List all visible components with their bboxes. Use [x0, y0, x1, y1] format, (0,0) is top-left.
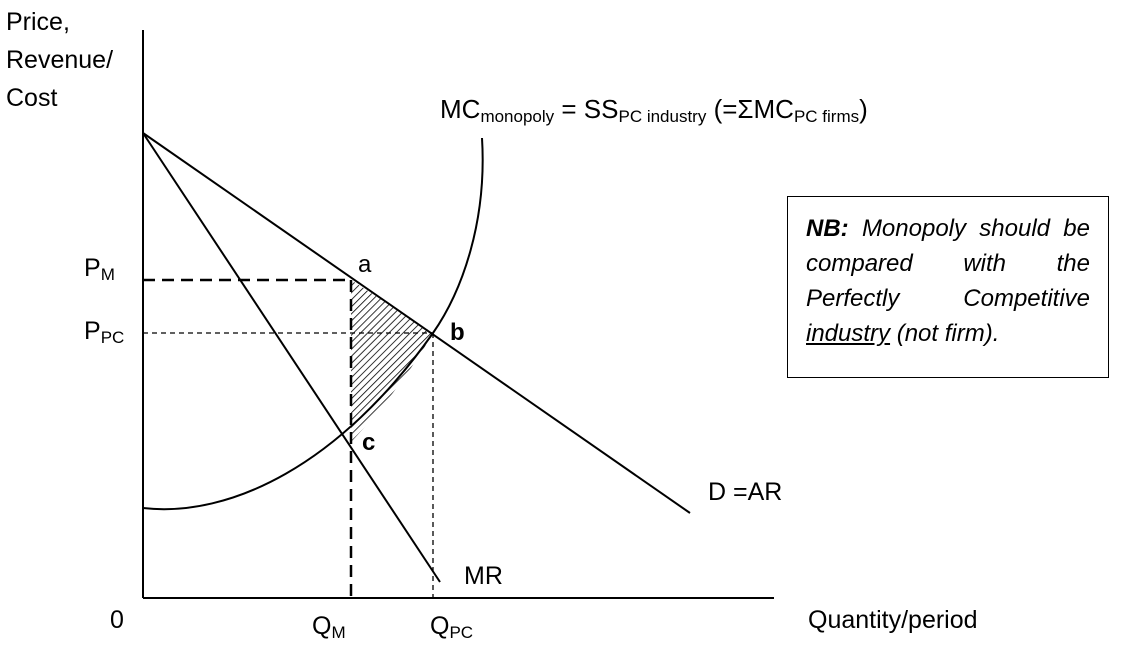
- pm-label-sub: M: [101, 265, 115, 284]
- qm-label-sub: M: [331, 623, 345, 642]
- mc-label-sub-1: monopoly: [480, 107, 554, 126]
- demand-curve: [142, 132, 691, 514]
- mc-label-sub-3: PC firms: [794, 107, 859, 126]
- mr-curve: [142, 132, 441, 583]
- y-axis-label-line-2: Revenue/: [6, 46, 113, 74]
- nb-note-box: NB: Monopoly should be compared with the…: [787, 196, 1109, 378]
- ppc-label-main: P: [84, 317, 101, 345]
- nb-text-part-2: (not firm).: [890, 320, 1000, 347]
- mc-label-main-2: = SS: [554, 94, 618, 124]
- origin-label: 0: [110, 606, 124, 634]
- point-a-label: a: [358, 251, 372, 278]
- mc-label-sub-2: PC industry: [618, 107, 706, 126]
- point-b-label: b: [450, 319, 465, 346]
- pm-label-main: P: [84, 254, 101, 282]
- nb-note-text: NB: Monopoly should be compared with the…: [806, 211, 1090, 351]
- nb-text-part-1: Monopoly should be compared with the Per…: [806, 215, 1090, 312]
- qm-label: QM: [312, 612, 346, 642]
- qpc-label: QPC: [430, 612, 473, 642]
- x-axis-label: Quantity/period: [808, 606, 978, 634]
- y-axis-label-line-3: Cost: [6, 84, 57, 112]
- pm-label: PM: [84, 254, 115, 284]
- qm-label-main: Q: [312, 612, 331, 640]
- y-axis-label-line-1: Price,: [6, 8, 70, 36]
- ppc-label: PPC: [84, 317, 124, 347]
- mc-label-main-3: (=ΣMC: [706, 94, 794, 124]
- mc-curve: [142, 137, 484, 511]
- demand-label: D =AR: [708, 478, 782, 506]
- nb-underlined-word: industry: [806, 320, 891, 347]
- mc-curve-label: MCmonopoly = SSPC industry (=ΣMCPC firms…: [440, 94, 868, 126]
- point-c-label: c: [362, 429, 375, 456]
- mc-label-main-1: MC: [440, 94, 480, 124]
- mr-label: MR: [464, 562, 503, 590]
- nb-prefix: NB:: [806, 215, 849, 242]
- deadweight-loss-area: [351, 280, 433, 442]
- mc-label-main-4: ): [859, 94, 868, 124]
- qpc-label-sub: PC: [449, 623, 473, 642]
- ppc-label-sub: PC: [101, 328, 125, 347]
- qpc-label-main: Q: [430, 612, 449, 640]
